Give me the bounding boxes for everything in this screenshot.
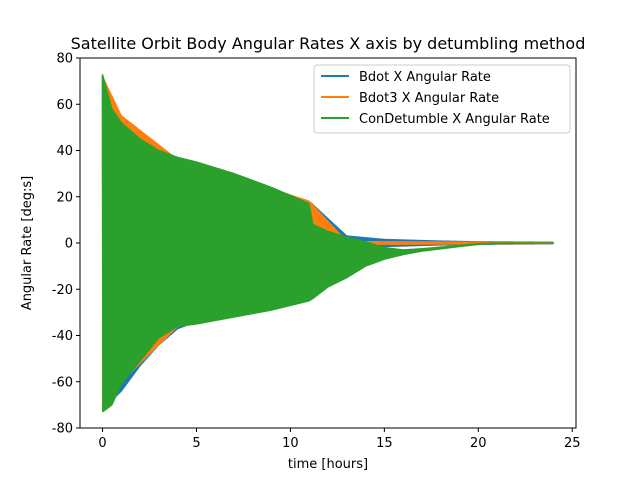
chart-title: Satellite Orbit Body Angular Rates X axi… (71, 34, 586, 53)
x-tick-label: 10 (282, 436, 299, 451)
y-axis: -80 -60 -40 -20 0 20 40 60 80 (52, 52, 80, 437)
x-tick-label: 0 (98, 436, 106, 451)
x-tick-label: 5 (192, 436, 200, 451)
x-axis: 0 5 10 15 20 25 (98, 428, 581, 451)
x-axis-label: time [hours] (288, 457, 368, 472)
y-tick-label: 40 (56, 144, 73, 159)
y-tick-label: -40 (52, 329, 73, 344)
x-tick-label: 25 (564, 436, 581, 451)
y-tick-label: 0 (65, 237, 73, 252)
legend-box (313, 64, 571, 134)
legend-label: ConDetumble X Angular Rate (359, 112, 550, 127)
y-tick-label: 20 (56, 190, 73, 205)
legend: Bdot X Angular Rate Bdot3 X Angular Rate C… (313, 64, 571, 134)
y-tick-label: -80 (52, 422, 73, 437)
x-tick-label: 15 (376, 436, 393, 451)
series-layer (101, 74, 555, 413)
x-tick-label: 20 (470, 436, 487, 451)
legend-label: Bdot X Angular Rate (359, 70, 491, 85)
series-line-3 (101, 74, 554, 413)
plot-area (101, 74, 555, 413)
y-tick-label: 60 (56, 98, 73, 113)
y-tick-label: 80 (56, 52, 73, 67)
y-axis-label: Angular Rate [deg:s] (20, 176, 35, 310)
legend-label: Bdot3 X Angular Rate (359, 91, 499, 106)
y-tick-label: -20 (52, 283, 73, 298)
y-tick-label: -60 (52, 375, 73, 390)
